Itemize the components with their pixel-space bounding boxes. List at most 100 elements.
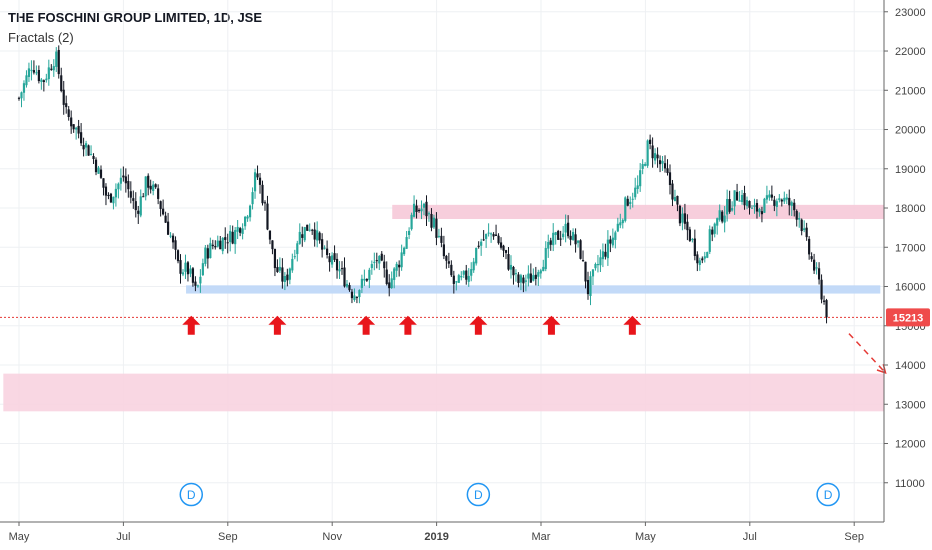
candle-body: [127, 180, 130, 190]
candle-body: [162, 208, 165, 215]
candle-body: [286, 274, 289, 281]
candle-body: [219, 240, 222, 250]
candle-body: [537, 272, 540, 277]
candle-body: [785, 197, 788, 200]
candle-body: [84, 143, 88, 148]
candle-body: [584, 261, 587, 282]
candle-body: [321, 239, 324, 250]
candle-body: [112, 196, 115, 204]
candle-body: [142, 196, 145, 198]
candle-body: [97, 167, 100, 174]
candle-body: [738, 200, 741, 202]
candle-body: [316, 230, 319, 241]
dividend-marker[interactable]: D: [816, 482, 840, 507]
candle-body: [465, 270, 468, 280]
candle-body: [266, 203, 269, 230]
candle-body: [194, 281, 197, 286]
target-zone: [3, 373, 884, 412]
candle-body: [330, 255, 334, 265]
candle-body: [276, 267, 279, 273]
candle-body: [288, 268, 291, 280]
candle-body: [770, 194, 773, 198]
candle-body: [373, 261, 376, 263]
candle-body: [452, 275, 455, 284]
x-tick-label: Jul: [116, 531, 130, 543]
y-tick-label: 18000: [895, 203, 926, 215]
candle-body: [253, 172, 257, 192]
candle-body: [499, 242, 503, 248]
candle-body: [788, 197, 791, 206]
candle-body: [527, 273, 530, 279]
candle-body: [552, 232, 555, 246]
candle-body: [753, 205, 756, 207]
candle-body: [124, 176, 127, 184]
candle-body: [432, 217, 436, 228]
fractal-up-arrow: [268, 315, 287, 335]
candle-body: [793, 202, 796, 211]
candle-body: [512, 266, 515, 276]
candle-body: [581, 260, 585, 262]
candle-body: [445, 255, 448, 261]
candle-body: [268, 230, 272, 240]
candle-body: [77, 125, 80, 134]
candle-body: [571, 232, 575, 240]
dividend-marker[interactable]: D: [466, 482, 491, 507]
y-tick-label: 22000: [895, 46, 926, 58]
candle-body: [703, 256, 706, 259]
candle-body: [333, 253, 336, 260]
candle-body: [529, 273, 532, 283]
candle-body: [567, 222, 570, 237]
candle-body: [489, 233, 493, 235]
candle-body: [691, 239, 694, 241]
candle-body: [562, 233, 565, 238]
candle-body: [708, 229, 711, 252]
candle-body: [609, 239, 612, 244]
candle-body: [313, 229, 316, 240]
candle-body: [50, 68, 53, 70]
fractal-up-arrow: [357, 315, 376, 335]
candle-body: [211, 244, 214, 247]
candle-body: [663, 163, 667, 169]
chart-legend: THE FOSCHINI GROUP LIMITED, 1D, JSE Frac…: [8, 8, 262, 48]
candle-body: [509, 264, 513, 270]
candle-body: [417, 209, 421, 211]
candle-body: [480, 241, 483, 246]
candle-body: [258, 177, 262, 185]
candle-body: [408, 230, 411, 235]
candle-body: [99, 169, 103, 178]
y-tick-label: 16000: [895, 282, 926, 294]
candle-body: [375, 260, 378, 262]
candle-body: [728, 199, 731, 212]
candle-body: [778, 198, 781, 201]
candle-body: [522, 277, 525, 284]
candle-body: [52, 66, 55, 71]
candle-body: [502, 245, 505, 251]
last-price-badge-label: 15213: [893, 312, 924, 324]
y-tick-label: 14000: [895, 360, 926, 372]
candle-body: [671, 183, 674, 200]
candle-body: [60, 75, 63, 91]
candle-body: [651, 145, 654, 159]
candle-body: [196, 285, 199, 287]
candle-body: [668, 172, 672, 186]
candle-body: [57, 49, 60, 75]
candle-body: [731, 208, 734, 211]
candle-body: [673, 197, 677, 202]
candle-body: [606, 239, 609, 259]
candle-body: [22, 83, 26, 93]
candle-body: [107, 194, 110, 196]
candle-body: [390, 278, 393, 288]
candle-body: [241, 228, 244, 234]
candle-body: [343, 267, 346, 287]
candle-body: [129, 191, 132, 198]
candle-body: [303, 227, 306, 241]
candle-body: [629, 201, 632, 205]
candle-body: [221, 237, 224, 252]
candle-body: [631, 198, 634, 200]
candles: [17, 45, 828, 324]
candle-body: [619, 222, 622, 226]
dividend-marker[interactable]: D: [179, 482, 204, 507]
candle-body: [89, 153, 93, 155]
candle-body: [616, 223, 619, 232]
